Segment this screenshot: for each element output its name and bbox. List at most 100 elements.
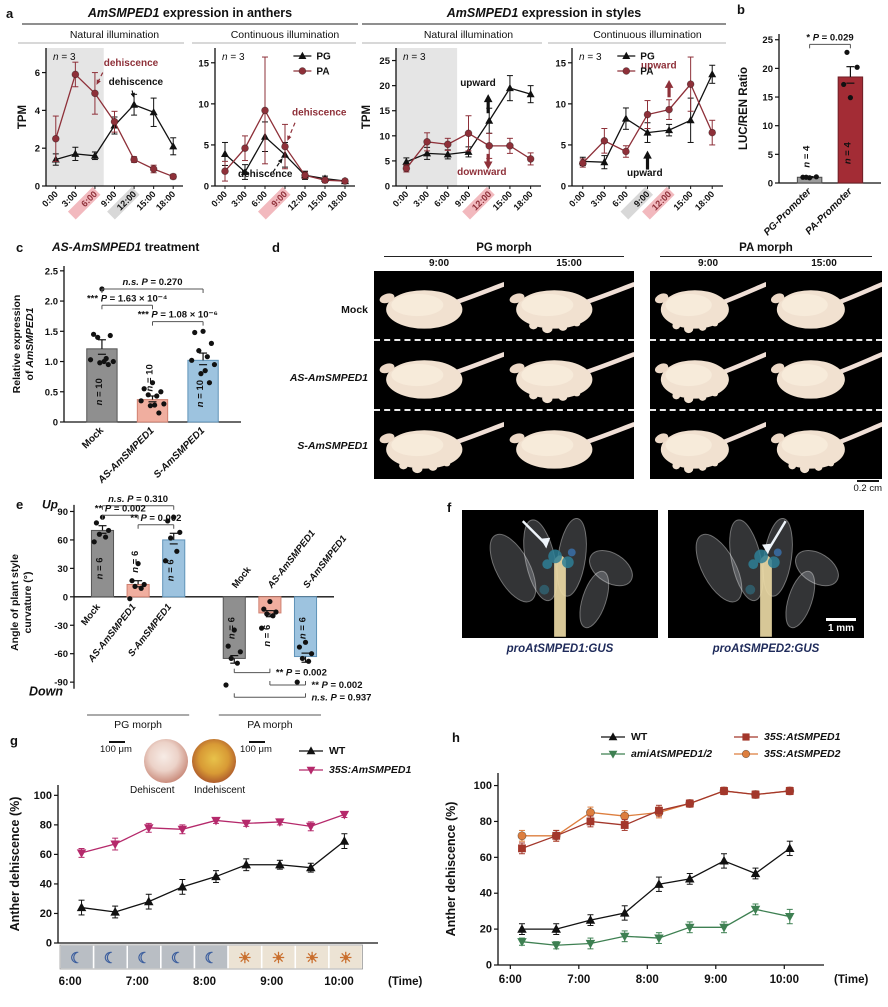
pg-time-15: 15:00 xyxy=(556,258,582,269)
pa-photos xyxy=(650,271,882,479)
svg-text:PG: PG xyxy=(316,52,331,63)
svg-text:3:00: 3:00 xyxy=(229,189,249,209)
panel-c-title: AS-AmSMPED1 treatment xyxy=(52,240,199,254)
svg-text:15:00: 15:00 xyxy=(306,189,329,212)
scalebar-line xyxy=(826,618,856,621)
svg-text:100: 100 xyxy=(474,780,492,792)
svg-text:18:00: 18:00 xyxy=(693,189,716,212)
anther-photo-graphic xyxy=(654,422,766,474)
triangle-marker-icon xyxy=(601,731,625,740)
svg-text:25: 25 xyxy=(762,35,773,46)
svg-text:0: 0 xyxy=(53,418,58,429)
svg-text:0:00: 0:00 xyxy=(567,189,587,209)
svg-text:15: 15 xyxy=(379,106,390,117)
flower-photo-graphic xyxy=(489,517,633,637)
svg-text:60: 60 xyxy=(480,852,492,864)
title-styles-gene: AmSMPED1 xyxy=(446,6,519,20)
svg-text:20: 20 xyxy=(762,64,773,75)
anther-photo-graphic xyxy=(509,352,634,404)
svg-text:(Time): (Time) xyxy=(388,976,422,988)
pa-time-15: 15:00 xyxy=(811,258,837,269)
svg-text:n = 6: n = 6 xyxy=(166,559,177,581)
svg-text:** P = 0.002: ** P = 0.002 xyxy=(95,503,146,514)
svg-text:n.s. P = 0.310: n.s. P = 0.310 xyxy=(108,494,168,505)
svg-text:dehiscence: dehiscence xyxy=(238,169,293,180)
anther-photo-graphic xyxy=(654,282,766,334)
title-anthers-rest: expression in anthers xyxy=(159,6,293,20)
anther-photo-graphic xyxy=(509,282,634,334)
inset-scale-left: 100 μm xyxy=(100,741,132,755)
svg-text:TPM: TPM xyxy=(17,105,29,129)
svg-text:LUC/REN Ratio: LUC/REN Ratio xyxy=(738,67,750,150)
triangle-marker-icon xyxy=(299,746,323,755)
title-styles: AmSMPED1 expression in styles xyxy=(362,6,726,25)
svg-text:(Time): (Time) xyxy=(834,974,868,986)
svg-text:upward: upward xyxy=(460,78,496,89)
svg-text:18:00: 18:00 xyxy=(154,189,177,212)
svg-text:7:00: 7:00 xyxy=(126,976,149,988)
svg-text:9:00: 9:00 xyxy=(260,976,283,988)
photo-pg-s-9 xyxy=(374,411,504,479)
svg-text:40: 40 xyxy=(40,878,52,890)
legend-label: 35S:AtSMPED1 xyxy=(764,730,841,743)
photo-row xyxy=(374,271,634,339)
svg-text:10: 10 xyxy=(762,121,773,132)
anther-photo-graphic xyxy=(379,422,504,474)
panel-c-title-gene: AS-AmSMPED1 xyxy=(52,240,142,254)
panel-d-scalebar: 0.2 cm xyxy=(853,480,882,494)
svg-text:-60: -60 xyxy=(54,649,68,660)
svg-text:Anther dehiscence (%): Anther dehiscence (%) xyxy=(444,802,458,937)
svg-text:** P = 0.002: ** P = 0.002 xyxy=(312,680,363,691)
svg-text:S-AmSMPED1: S-AmSMPED1 xyxy=(152,425,208,481)
legend-label: WT xyxy=(631,730,648,743)
svg-text:☀: ☀ xyxy=(238,950,251,967)
anther-photo-graphic xyxy=(379,352,504,399)
legend-label: WT xyxy=(329,745,346,757)
svg-text:n = 6: n = 6 xyxy=(94,557,105,579)
svg-text:60: 60 xyxy=(40,849,52,861)
anther-photo-graphic xyxy=(770,352,882,399)
photo-row xyxy=(374,409,634,479)
svg-text:Natural illumination: Natural illumination xyxy=(70,29,159,41)
title-anthers-gene: AmSMPED1 xyxy=(87,6,160,20)
scalebar-line xyxy=(109,741,125,743)
svg-text:Natural illumination: Natural illumination xyxy=(424,29,513,41)
svg-text:*** P = 1.63 × 10⁻⁴: *** P = 1.63 × 10⁻⁴ xyxy=(87,293,168,304)
inset-scale-right: 100 μm xyxy=(240,741,272,755)
svg-text:0:00: 0:00 xyxy=(209,189,229,209)
chart-styles-natural: Natural illumination 0 5 10 15 20 25 TPM 0:00 3:0… xyxy=(361,29,542,220)
svg-text:3:00: 3:00 xyxy=(589,189,609,209)
svg-text:0.5: 0.5 xyxy=(45,387,59,398)
legend-label: 35S:AmSMPED1 xyxy=(329,764,412,776)
photo-row xyxy=(650,339,882,409)
svg-text:10: 10 xyxy=(379,131,390,142)
panel-label-g: g xyxy=(10,733,18,748)
chart-dehiscence-am: 0 20 40 60 80 100 Anther dehiscence (%) 6:00 7:0… xyxy=(8,785,422,988)
svg-text:15: 15 xyxy=(198,58,209,69)
svg-text:upward: upward xyxy=(627,168,663,179)
svg-text:2: 2 xyxy=(35,144,40,155)
svg-text:PA: PA xyxy=(316,67,329,78)
panel-f-photos: 1 mm xyxy=(462,510,864,638)
svg-text:2.5: 2.5 xyxy=(45,266,59,277)
svg-text:15:00: 15:00 xyxy=(134,189,157,212)
row-label-as: AS-AmSMPED1 xyxy=(286,344,374,412)
svg-text:0: 0 xyxy=(768,179,773,190)
circle-marker-icon xyxy=(734,749,758,758)
gus-label-2: proAtSMPED2:GUS xyxy=(712,643,820,655)
svg-text:5: 5 xyxy=(385,156,391,167)
svg-text:n = 6: n = 6 xyxy=(130,551,141,573)
svg-text:90: 90 xyxy=(57,507,68,518)
svg-text:* P = 0.029: * P = 0.029 xyxy=(806,32,853,43)
row-label-as-gene: AS-AmSMPED1 xyxy=(289,372,368,384)
svg-text:Anther dehiscence (%): Anther dehiscence (%) xyxy=(8,797,22,932)
svg-text:n = 6: n = 6 xyxy=(226,617,237,639)
panel-f: 1 mm proAtSMPED1:GUS proAtSMPED2:GUS xyxy=(462,510,864,655)
svg-text:PG: PG xyxy=(640,52,655,63)
svg-text:18:00: 18:00 xyxy=(511,189,534,212)
panel-g-insets: 100 μm 100 μm Dehiscent Indehiscent xyxy=(100,739,300,803)
inset-dehiscent-image xyxy=(144,739,188,783)
photo-pa-s-15 xyxy=(766,411,882,479)
panel-d-row-labels: Mock AS-AmSMPED1 S-AmSMPED1 xyxy=(286,242,374,494)
